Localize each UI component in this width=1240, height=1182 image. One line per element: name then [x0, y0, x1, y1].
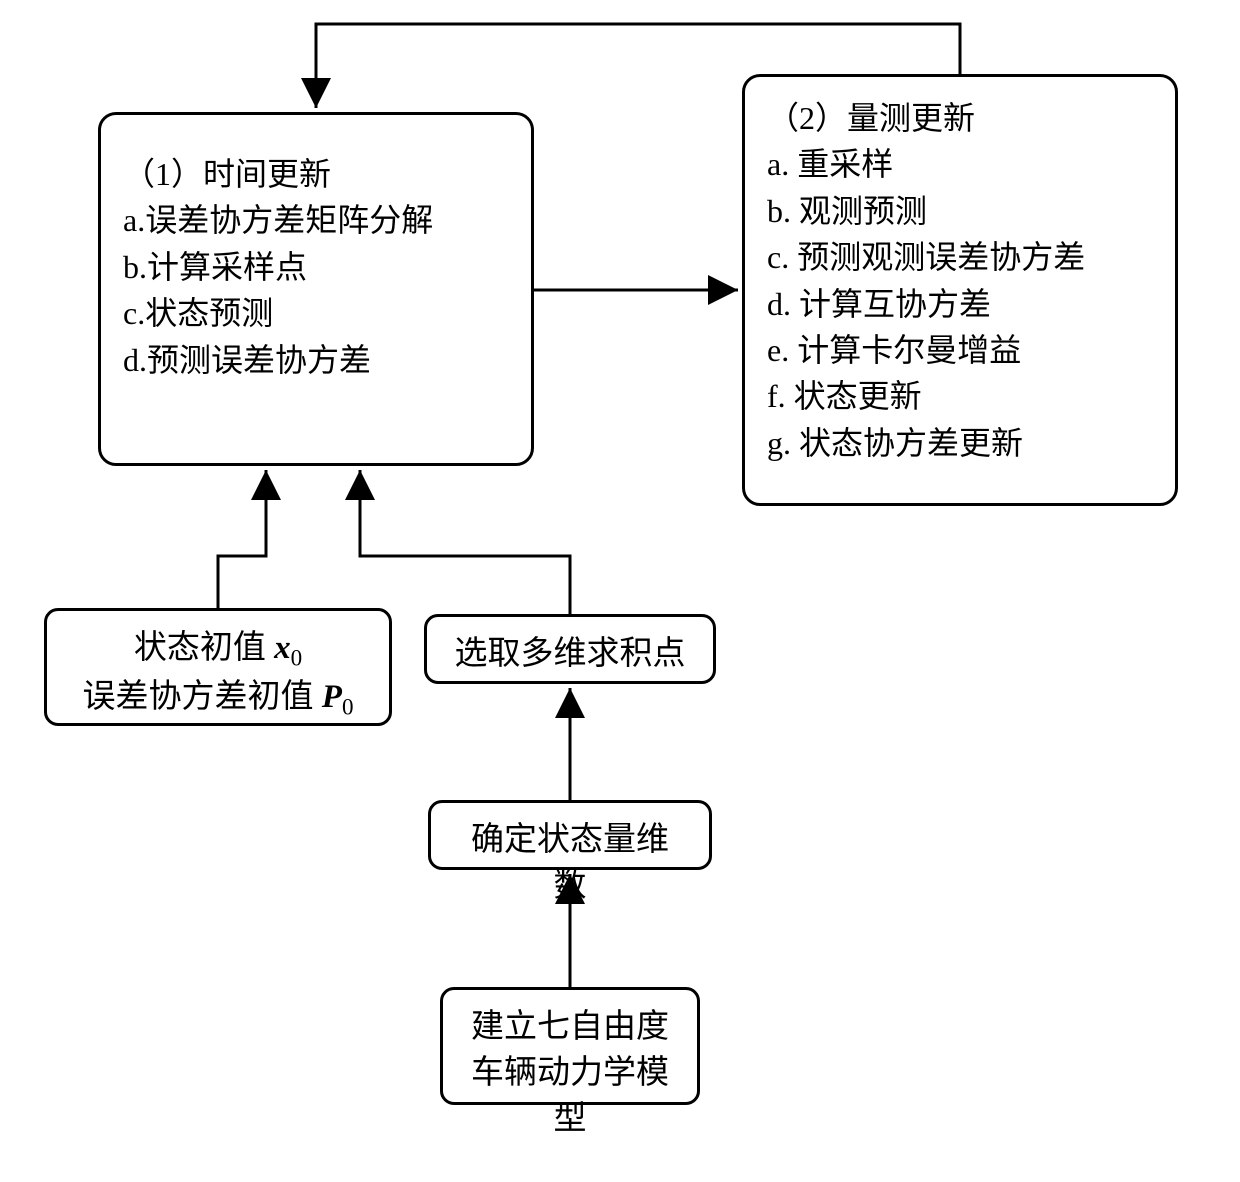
- init-state-p-symbol: P: [322, 679, 342, 715]
- measure-update-title: （2）量测更新: [767, 95, 1153, 141]
- init-state-x-sub: 0: [291, 645, 303, 671]
- time-update-box: （1）时间更新 a.误差协方差矩阵分解 b.计算采样点 c.状态预测 d.预测误…: [98, 112, 534, 466]
- init-state-line1-pre: 状态初值: [134, 630, 274, 666]
- time-update-title: （1）时间更新: [123, 151, 509, 197]
- measure-update-item-c: c. 预测观测误差协方差: [767, 234, 1153, 280]
- measure-update-item-e: e. 计算卡尔曼增益: [767, 327, 1153, 373]
- determine-dim-text: 确定状态量维数: [471, 822, 669, 904]
- select-points-box: 选取多维求积点: [424, 614, 716, 684]
- measure-update-item-d: d. 计算互协方差: [767, 281, 1153, 327]
- measure-update-item-a: a. 重采样: [767, 141, 1153, 187]
- init-state-x-symbol: x: [274, 630, 291, 666]
- measure-update-item-f: f. 状态更新: [767, 373, 1153, 419]
- init-state-p-sub: 0: [342, 694, 354, 720]
- init-state-line2: 误差协方差初值 P0: [71, 674, 365, 723]
- measure-update-item-g: g. 状态协方差更新: [767, 420, 1153, 466]
- init-state-line1: 状态初值 x0: [71, 625, 365, 674]
- init-state-box: 状态初值 x0 误差协方差初值 P0: [44, 608, 392, 726]
- time-update-item-c: c.状态预测: [123, 290, 509, 336]
- time-update-item-b: b.计算采样点: [123, 244, 509, 290]
- init-state-line2-pre: 误差协方差初值: [83, 679, 322, 715]
- arrow-points-to-time: [360, 470, 570, 614]
- time-update-item-a: a.误差协方差矩阵分解: [123, 197, 509, 243]
- measure-update-box: （2）量测更新 a. 重采样 b. 观测预测 c. 预测观测误差协方差 d. 计…: [742, 74, 1178, 506]
- build-model-line2: 车辆动力学模型: [467, 1050, 673, 1142]
- build-model-line1: 建立七自由度: [467, 1004, 673, 1050]
- determine-dim-box: 确定状态量维数: [428, 800, 712, 870]
- select-points-text: 选取多维求积点: [455, 636, 686, 672]
- arrow-init-to-time: [218, 470, 266, 608]
- build-model-box: 建立七自由度 车辆动力学模型: [440, 987, 700, 1105]
- measure-update-item-b: b. 观测预测: [767, 188, 1153, 234]
- time-update-item-d: d.预测误差协方差: [123, 337, 509, 383]
